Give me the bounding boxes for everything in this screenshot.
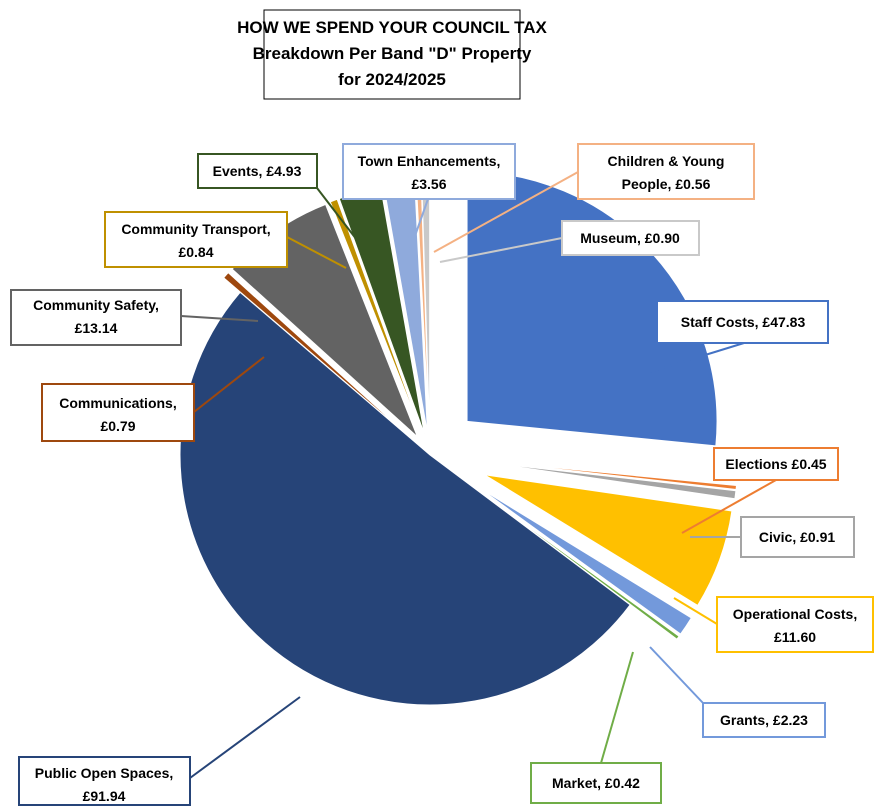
data-label: Public Open Spaces,	[35, 765, 174, 781]
leader-line	[649, 342, 745, 373]
data-label: Staff Costs, £47.83	[681, 314, 806, 330]
label-market: Market, £0.42	[530, 651, 662, 804]
label-box	[104, 211, 288, 268]
label-events: Events, £4.93	[197, 153, 371, 258]
label-box	[41, 383, 195, 442]
label-community-safety: Community Safety, £13.14	[10, 289, 259, 346]
data-label: Children & Young	[608, 153, 725, 169]
leader-line	[439, 237, 563, 263]
data-label: £11.60	[774, 629, 816, 645]
label-box	[197, 153, 318, 189]
data-label: Elections £0.45	[725, 456, 826, 472]
label-box	[702, 702, 826, 738]
label-box	[342, 143, 516, 200]
leader-line	[673, 597, 718, 625]
title-line-3: for 2024/2025	[338, 70, 446, 89]
leader-line	[681, 479, 777, 534]
title-box	[263, 9, 521, 100]
leader-line	[600, 651, 634, 764]
chart-title: HOW WE SPEND YOUR COUNCIL TAX Breakdown P…	[237, 9, 548, 100]
label-communications: Communications, £0.79	[41, 356, 265, 442]
slice-elections	[487, 460, 738, 491]
label-box	[530, 762, 662, 804]
label-box	[740, 516, 855, 558]
data-label: Market, £0.42	[552, 775, 640, 791]
slice-operational-costs	[484, 474, 733, 607]
data-label: Museum, £0.90	[580, 230, 680, 246]
data-label: Civic, £0.91	[759, 529, 835, 545]
data-label: Town Enhancements,	[358, 153, 501, 169]
leader-line	[286, 236, 347, 269]
data-label: People, £0.56	[622, 176, 711, 192]
slice-community-transport	[329, 198, 423, 435]
data-label: £0.79	[100, 418, 135, 434]
label-staff-costs: Staff Costs, £47.83	[649, 300, 829, 373]
label-museum: Museum, £0.90	[439, 220, 700, 263]
label-civic: Civic, £0.91	[690, 516, 855, 558]
label-children-and-young-people: Children & Young People, £0.56	[433, 143, 755, 253]
leader-line	[316, 187, 371, 258]
label-box	[716, 596, 874, 653]
label-box	[561, 220, 700, 256]
label-box	[10, 289, 182, 346]
slice-market	[476, 489, 680, 640]
label-community-transport: Community Transport, £0.84	[104, 211, 347, 269]
label-box	[18, 756, 191, 806]
leader-line	[433, 171, 579, 253]
leader-line	[193, 356, 265, 413]
slice-grants	[477, 486, 693, 635]
leader-line	[409, 198, 429, 251]
title-line-2: Breakdown Per Band "D" Property	[253, 44, 532, 63]
data-label: Grants, £2.23	[720, 712, 808, 728]
data-label: £0.84	[178, 244, 213, 260]
label-box	[656, 300, 829, 344]
data-label: Community Safety,	[33, 297, 159, 313]
slice-communications	[222, 271, 414, 441]
slice-civic	[487, 461, 737, 500]
label-box	[713, 447, 839, 481]
label-box	[577, 143, 755, 200]
label-grants: Grants, £2.23	[649, 646, 826, 738]
data-label: £3.56	[411, 176, 446, 192]
data-label: Community Transport,	[121, 221, 270, 237]
label-town-enhancements: Town Enhancements, £3.56	[342, 143, 516, 251]
leader-line	[180, 315, 259, 322]
leader-line	[649, 646, 704, 704]
slice-labels: Staff Costs, £47.83 Elections £0.45 Civic,…	[10, 143, 874, 806]
data-label: £91.94	[83, 788, 126, 804]
data-label: Operational Costs,	[733, 606, 857, 622]
data-label: £13.14	[75, 320, 118, 336]
leader-line	[189, 696, 301, 779]
label-elections: Elections £0.45	[681, 447, 839, 534]
data-label: Communications,	[59, 395, 176, 411]
title-line-1: HOW WE SPEND YOUR COUNCIL TAX	[237, 18, 547, 37]
data-label: Events, £4.93	[213, 163, 302, 179]
label-public-open-spaces: Public Open Spaces, £91.94	[18, 696, 301, 806]
label-operational-costs: Operational Costs, £11.60	[673, 596, 874, 653]
